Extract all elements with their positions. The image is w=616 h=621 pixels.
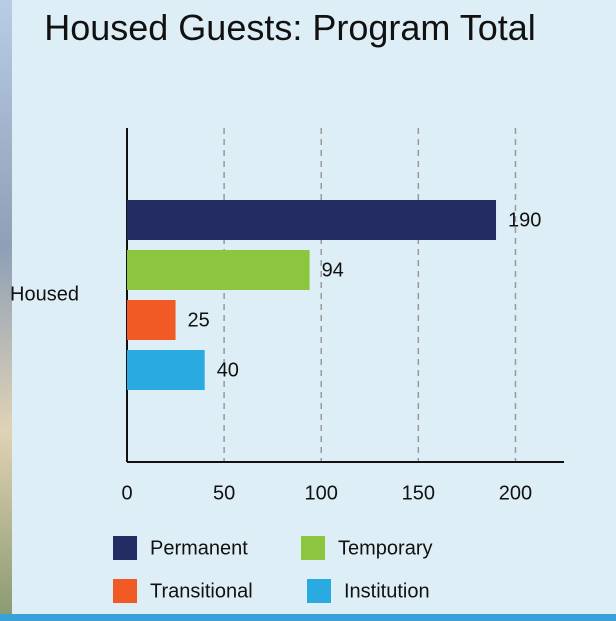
bar	[127, 350, 205, 390]
background-image-strip	[0, 0, 12, 615]
chart-title: Housed Guests: Program Total	[40, 6, 540, 50]
legend-label: Transitional	[150, 580, 253, 602]
chart-page: 0 50 100 150 200 Housed 190 94 25 40 Permanent Temp…	[0, 0, 616, 621]
x-tick-label: 50	[213, 482, 235, 504]
data-label: 25	[188, 309, 210, 331]
legend-swatch	[113, 579, 137, 603]
data-label: 40	[217, 359, 239, 381]
chart: 0 50 100 150 200 Housed 190 94 25 40 Permanent Temp…	[0, 0, 616, 621]
legend-swatch	[301, 536, 325, 560]
legend-label: Temporary	[338, 537, 432, 559]
bottom-bar	[0, 614, 616, 621]
x-tick-label: 150	[402, 482, 435, 504]
data-label: 94	[322, 259, 344, 281]
bar	[127, 250, 310, 290]
x-tick-label: 0	[121, 482, 132, 504]
x-tick-label: 200	[499, 482, 532, 504]
x-tick-label: 100	[305, 482, 338, 504]
legend-swatch	[113, 536, 137, 560]
legend-label: Institution	[344, 580, 430, 602]
legend-label: Permanent	[150, 537, 248, 559]
bar	[127, 200, 496, 240]
data-label: 190	[508, 209, 541, 231]
legend-swatch	[307, 579, 331, 603]
y-tick-label: Housed	[10, 283, 79, 305]
bar	[127, 300, 176, 340]
